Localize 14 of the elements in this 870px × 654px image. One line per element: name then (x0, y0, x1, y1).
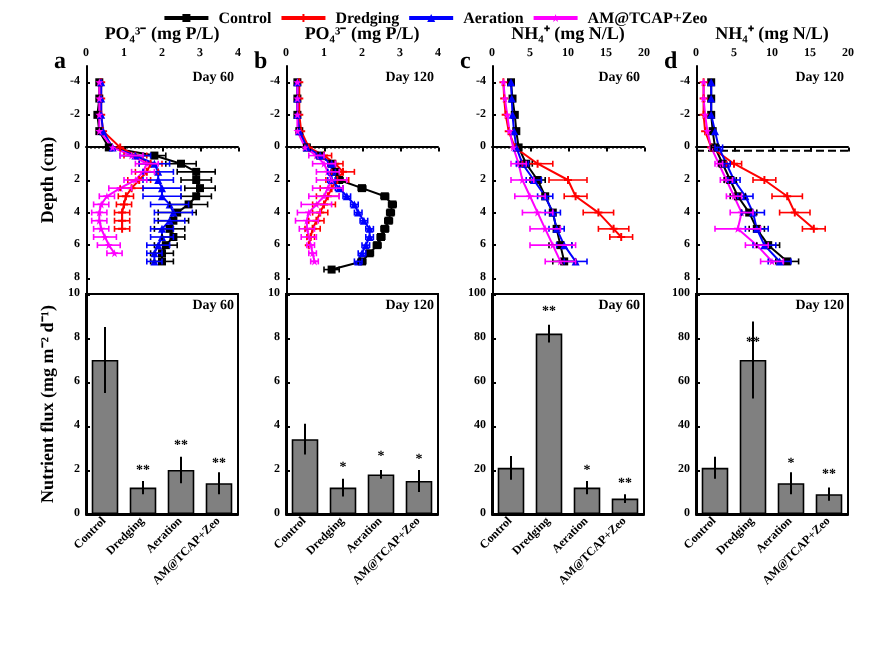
chart-title: c (460, 46, 472, 74)
chart-title: a (54, 46, 66, 74)
x-axis-title: PO₄³⁻ (mg P/L) (104, 23, 220, 43)
legend-label: Dredging (335, 9, 400, 27)
y-axis-title: Nutrient flux (mg m⁻² d⁻¹) (37, 305, 57, 503)
chart-title: b (254, 46, 268, 74)
x-axis-title: NH₄⁺ (mg N/L) (715, 23, 829, 43)
legend-label: Control (218, 9, 274, 27)
legend-label: Aeration (463, 9, 525, 27)
x-axis-title: NH₄⁺ (mg N/L) (511, 23, 625, 43)
chart-title: d (664, 46, 678, 74)
x-axis-title: PO₄³⁻ (mg P/L) (304, 23, 420, 43)
legend-label: AM@TCAP+Zeo (587, 9, 708, 27)
y-axis-title: Depth (cm) (37, 136, 57, 224)
